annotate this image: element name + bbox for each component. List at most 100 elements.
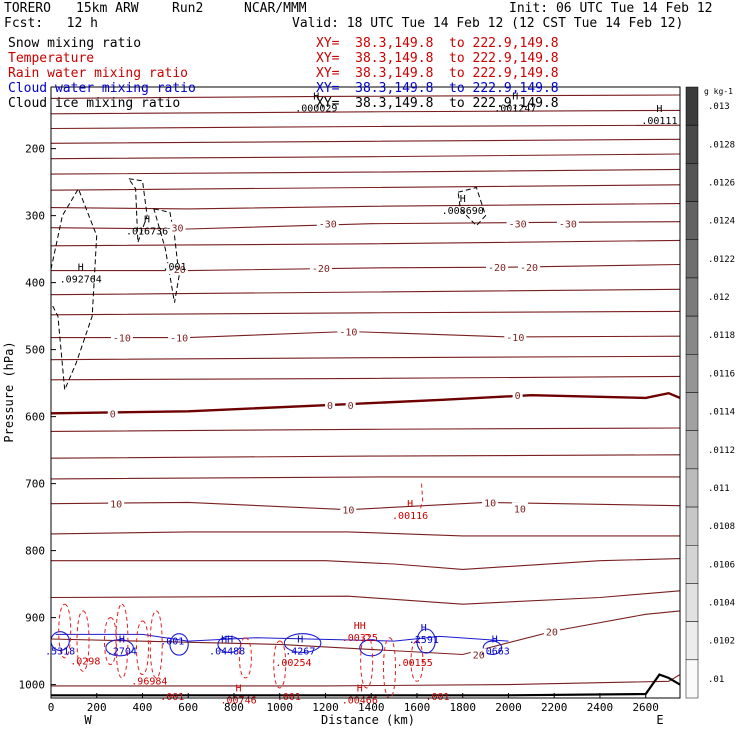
maximum-value-label: .5318 [45, 646, 75, 657]
colorbar-swatch [685, 277, 699, 317]
isotherm [51, 355, 680, 361]
rain-water-contour [273, 640, 287, 689]
temperature-contour-label: 20 [546, 628, 558, 639]
x-tick-label: 600 [178, 701, 198, 714]
isotherm [51, 558, 680, 570]
cloud-ice-xy: XY= 38.3,149.8 to 222.9,149.8 [316, 96, 559, 111]
maximum-value-label: .00254 [275, 658, 311, 669]
x-tick-label: 1600 [404, 701, 431, 714]
temperature-contour-label: 10 [342, 506, 354, 517]
maximum-value-label: .001 [277, 692, 301, 703]
y-tick-label: 300 [25, 210, 45, 223]
maximum-marker: H [119, 634, 125, 645]
isotherm [51, 94, 680, 99]
x-tick-label: 200 [87, 701, 107, 714]
field-label-rain: Rain water mixing ratio [8, 66, 189, 81]
cloud-water-contour [283, 633, 322, 653]
rain-water-contour [115, 603, 129, 679]
rain-water-contour [410, 640, 424, 682]
x-axis-label: Distance (km) [321, 713, 415, 727]
maximum-value-label: .0298 [70, 656, 100, 667]
field-label-cloud-ice: Cloud ice mixing ratio [8, 96, 181, 111]
colorbar-tick-label: .0118 [708, 331, 735, 341]
run-label: Run2 [172, 1, 204, 16]
isotherm [51, 427, 680, 432]
colorbar-swatch [685, 545, 699, 584]
isotherm [51, 138, 680, 144]
temperature-contour-label: 0 [327, 401, 333, 412]
colorbar-tick-label: .011 [708, 484, 730, 494]
x-tick-label: 1400 [358, 701, 385, 714]
colorbar-swatch [685, 124, 699, 164]
east-end-label: E [656, 713, 663, 727]
maximum-value-label: .00116 [392, 511, 428, 522]
colorbar-tick-label: .0122 [708, 255, 735, 265]
colorbar-swatch [685, 163, 699, 202]
cloud-ice-contour [457, 186, 487, 227]
maximum-value-label: .00155 [397, 658, 433, 669]
maximum-value-label: .001 [160, 692, 184, 703]
maximum-value-label: .016736 [126, 226, 168, 237]
y-tick-label: 800 [25, 545, 45, 558]
cloud-water-contour [55, 633, 509, 642]
ground-surface [51, 673, 680, 697]
y-tick-label: 200 [25, 143, 45, 156]
colorbar-swatch [685, 239, 699, 279]
forecast-hour: Fcst: 12 h [4, 16, 98, 31]
rain-water-contour [103, 617, 117, 666]
field-label-snow: Snow mixing ratio [8, 36, 142, 51]
colorbar-swatch [685, 315, 699, 355]
rain-water-contour [383, 637, 396, 698]
rain-water-contour [419, 483, 424, 510]
x-tick-label: 2400 [587, 701, 614, 714]
colorbar-tick-label: .0106 [708, 560, 735, 570]
snow-xy: XY= 38.3,149.8 to 222.9,149.8 [316, 36, 559, 51]
cloud-ice-contour [153, 208, 180, 303]
maximum-value-label: .008690 [442, 206, 484, 217]
maximum-value-label: .0663 [480, 646, 510, 657]
isotherm [51, 476, 680, 480]
y-tick-label: 1000 [19, 679, 46, 692]
colorbar-tick-label: .0124 [708, 217, 735, 227]
maximum-marker: H [407, 499, 413, 510]
cloud-water-xy: XY= 38.3,149.8 to 222.9,149.8 [316, 81, 559, 96]
isotherm [51, 590, 680, 605]
colorbar-tick-label: .0102 [708, 637, 735, 647]
colorbar: .013 .0128 .0126 .0124 .0122 .012 .0118 .0116 .0… [685, 86, 735, 699]
colorbar-swatch [685, 468, 699, 508]
cloud-water-contour [359, 639, 384, 657]
valid-time: Valid: 18 UTC Tue 14 Feb 12 (12 CST Tue … [292, 16, 684, 31]
colorbar-swatch [685, 201, 699, 240]
maximum-value-label: .00111 [641, 116, 677, 127]
x-tick-label: 1200 [312, 701, 339, 714]
colorbar-swatch [685, 506, 699, 546]
plot-frame [50, 86, 681, 699]
colorbar-swatch [685, 392, 699, 431]
temperature-contour-label: -20 [312, 264, 330, 275]
colorbar-tick-label: .01 [708, 675, 724, 685]
temperature-contour-label: 10 [514, 504, 526, 515]
colorbar-tick-label: .013 [708, 102, 730, 112]
maximum-marker: H [512, 92, 518, 103]
temperature-contour-label: 10 [110, 500, 122, 511]
cloud-ice-contour [127, 178, 148, 243]
colorbar-tick-label: .0104 [708, 599, 735, 609]
rain-water-contour [149, 610, 163, 679]
maximum-marker: H [236, 683, 242, 694]
x-tick-label: 800 [224, 701, 244, 714]
maximum-marker: H [656, 104, 662, 115]
colorbar-tick-label: .0112 [708, 446, 735, 456]
freezing-level-line [51, 391, 680, 415]
maximum-value-label: .001 [162, 262, 186, 273]
colorbar-swatch [685, 583, 699, 622]
rain-water-contour [58, 603, 72, 659]
temperature-contour-label: -30 [509, 220, 527, 231]
isotherm [51, 610, 680, 656]
maximum-value-label: .2704 [107, 646, 137, 657]
x-tick-label: 2200 [541, 701, 568, 714]
isotherm [51, 375, 680, 381]
temperature-contour-label: -20 [488, 263, 506, 274]
colorbar-tick-label: .0126 [708, 178, 735, 188]
y-tick-label: 700 [25, 478, 45, 491]
isotherm [51, 184, 680, 191]
